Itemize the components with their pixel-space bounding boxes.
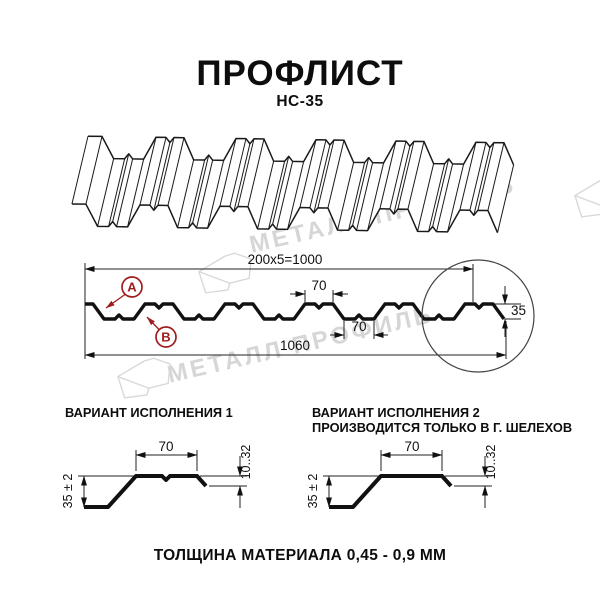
label-b-marker: B — [146, 316, 177, 348]
metal-profil-logo-1 — [198, 252, 252, 294]
dim-full-width: 1060 — [280, 338, 310, 353]
dim-v2-height: 35 ± 2 — [306, 474, 320, 509]
variant1-profile-line — [84, 474, 208, 509]
dim-v1-height: 35 ± 2 — [61, 474, 75, 509]
sheet-3d-drawing — [71, 135, 515, 233]
variant2-heading-line2: ПРОИЗВОДИТСЯ ТОЛЬКО В Г. ШЕЛЕХОВ — [312, 419, 573, 435]
metal-profil-logo-2 — [117, 357, 171, 399]
dim-valley-width-bottom: 70 — [351, 319, 366, 334]
page-title: ПРОФЛИСТ — [196, 54, 404, 93]
variant2-drawing: 70 35 ± 2 10..32 — [306, 439, 498, 509]
dim-working-width: 200x5=1000 — [248, 252, 323, 267]
dim-v2-edge-depth: 10..32 — [484, 445, 498, 480]
dim-v2-top-width: 70 — [404, 439, 419, 454]
dim-crest-width-top: 70 — [311, 278, 326, 293]
dim-v1-top-width: 70 — [158, 439, 173, 454]
profile-code: НС-35 — [276, 93, 324, 110]
variant1-drawing: 70 35 ± 2 10..32 — [61, 439, 253, 509]
metal-profil-logo-3 — [574, 179, 600, 218]
variant2-heading-line1: ВАРИАНТ ИСПОЛНЕНИЯ 2 — [312, 405, 480, 420]
cross-section-drawing: 200x5=1000 70 70 1060 35 A B — [84, 252, 535, 373]
variant2-heading: ВАРИАНТ ИСПОЛНЕНИЯ 2 ПРОИЗВОДИТСЯ ТОЛЬКО… — [312, 405, 573, 435]
detail-zoom-circle — [421, 259, 535, 373]
material-thickness-note: ТОЛЩИНА МАТЕРИАЛА 0,45 - 0,9 ММ — [153, 547, 447, 564]
cross-section-profile-line — [85, 302, 506, 321]
variant2-profile-line — [329, 474, 453, 509]
label-a-marker: A — [105, 276, 143, 309]
dim-height: 35 — [511, 303, 526, 318]
dim-v1-edge-depth: 10..32 — [239, 445, 253, 480]
variant1-heading: ВАРИАНТ ИСПОЛНЕНИЯ 1 — [65, 405, 233, 420]
label-b-text: B — [161, 330, 170, 345]
label-a-text: A — [127, 280, 137, 295]
